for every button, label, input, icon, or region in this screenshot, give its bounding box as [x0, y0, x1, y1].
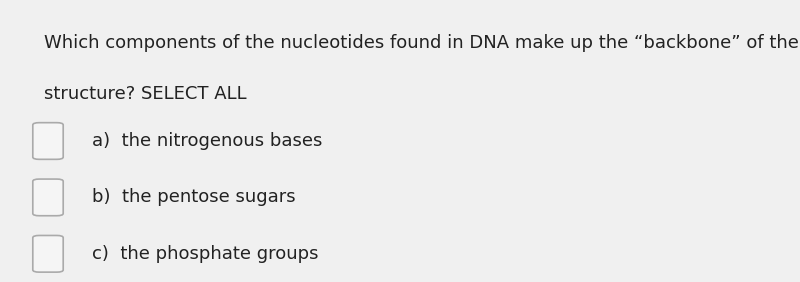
Text: c)  the phosphate groups: c) the phosphate groups: [92, 245, 318, 263]
Text: structure? SELECT ALL: structure? SELECT ALL: [44, 85, 246, 103]
Text: a)  the nitrogenous bases: a) the nitrogenous bases: [92, 132, 322, 150]
FancyBboxPatch shape: [33, 235, 63, 272]
FancyBboxPatch shape: [33, 123, 63, 159]
Text: b)  the pentose sugars: b) the pentose sugars: [92, 188, 296, 206]
FancyBboxPatch shape: [33, 179, 63, 216]
Text: Which components of the nucleotides found in DNA make up the “backbone” of the: Which components of the nucleotides foun…: [44, 34, 799, 52]
